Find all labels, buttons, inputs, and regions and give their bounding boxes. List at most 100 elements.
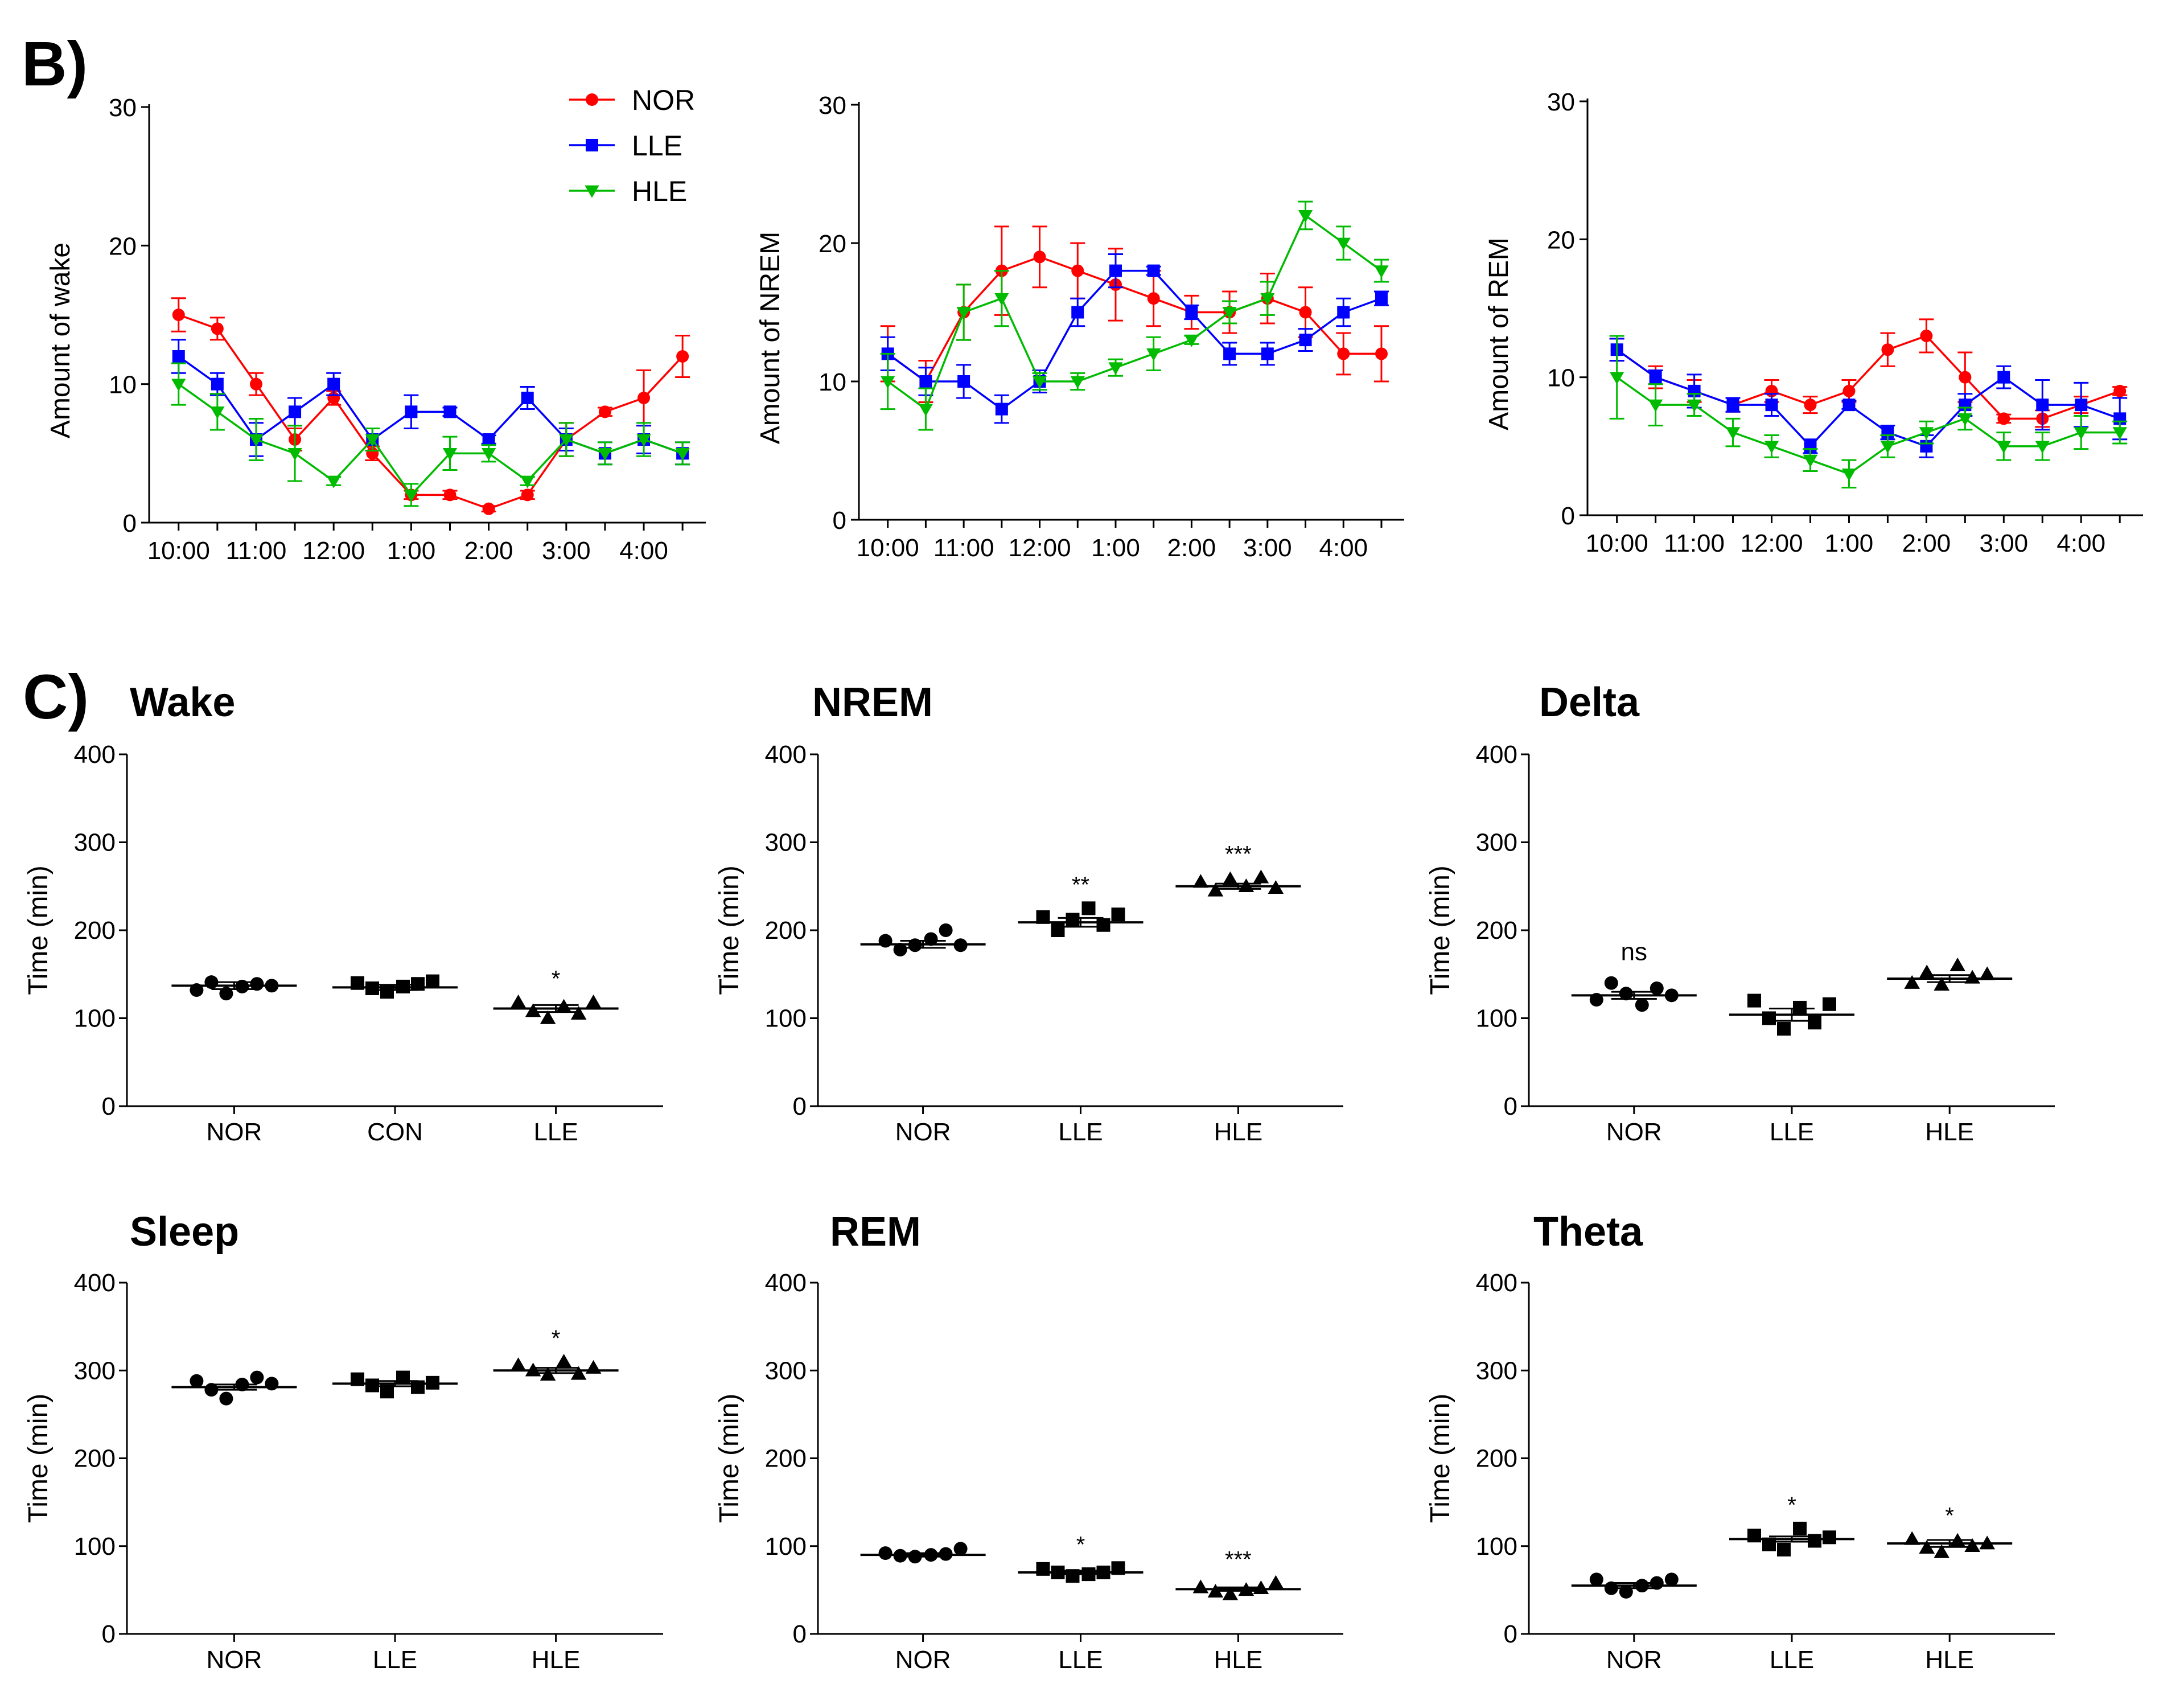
data-point (1147, 264, 1160, 277)
y-tick-label: 200 (765, 917, 807, 944)
x-tick-label: 12:00 (1740, 529, 1803, 557)
data-point (1111, 907, 1125, 922)
data-point (521, 488, 534, 502)
legend-label: NOR (632, 84, 695, 116)
data-point (411, 977, 425, 991)
data-point (1904, 975, 1920, 989)
data-point (1959, 371, 1972, 384)
data-point (1823, 1530, 1836, 1545)
y-axis-title: Time (min) (1425, 1394, 1455, 1523)
data-point (1762, 1011, 1776, 1025)
data-point (1192, 874, 1209, 888)
y-tick-label: 30 (109, 94, 137, 122)
data-point (1964, 1538, 1980, 1552)
group-lle: LLE (332, 1370, 458, 1674)
y-tick-label: 20 (1547, 226, 1575, 254)
series-line (887, 269, 1382, 410)
y-tick-label: 400 (765, 1269, 807, 1297)
group-hle: HLE *** (1175, 1547, 1301, 1674)
y-tick-label: 300 (765, 829, 807, 857)
data-point (443, 405, 456, 418)
data-point (585, 994, 602, 1008)
x-tick-label: LLE (1058, 1646, 1103, 1674)
y-tick-label: 300 (74, 1357, 116, 1385)
data-point (676, 350, 689, 363)
y-tick-label: 0 (793, 1093, 807, 1120)
x-tick-label: NOR (895, 1118, 951, 1146)
x-tick-label: HLE (1214, 1646, 1263, 1674)
y-tick-label: 400 (1476, 1269, 1517, 1297)
data-point (287, 447, 302, 461)
x-tick-label: 12:00 (302, 537, 365, 565)
x-tick-label: 2:00 (1167, 534, 1216, 562)
data-point (1184, 334, 1199, 347)
data-point (995, 403, 1008, 416)
series-line (178, 383, 683, 497)
series-line (887, 256, 1381, 383)
x-tick-label: 4:00 (619, 537, 668, 565)
group-con: CON (332, 974, 458, 1146)
data-point (1610, 372, 1624, 385)
data-point (411, 1380, 425, 1394)
data-point (1033, 250, 1046, 264)
data-point (1299, 334, 1312, 347)
data-point (1036, 1562, 1050, 1576)
data-point (1793, 1521, 1807, 1535)
data-point (404, 489, 419, 502)
significance-label: ns (1621, 938, 1647, 966)
data-point (1957, 413, 1973, 426)
data-point (1881, 343, 1894, 356)
data-point (2112, 427, 2127, 440)
series-hle (880, 200, 1389, 431)
y-tick-label: 100 (1476, 1533, 1517, 1560)
data-point (1096, 918, 1110, 932)
x-tick-label: NOR (895, 1646, 951, 1674)
x-tick-label: 2:00 (464, 537, 513, 565)
data-point (1841, 468, 1857, 481)
data-point (1375, 292, 1388, 305)
y-tick-label: 100 (765, 1533, 807, 1560)
y-tick-label: 20 (109, 232, 137, 260)
chart-title: Sleep (130, 1209, 239, 1255)
data-point (219, 1391, 233, 1406)
y-tick-label: 0 (102, 1093, 116, 1120)
y-tick-label: 0 (1504, 1093, 1517, 1120)
data-point (2113, 384, 2127, 397)
x-tick-label: 3:00 (542, 537, 591, 565)
data-point (1920, 329, 1933, 342)
panel-c-label: C) (23, 662, 89, 732)
data-point (1337, 306, 1350, 319)
group-lle: LLE (1729, 993, 1854, 1146)
x-tick-label: LLE (1770, 1646, 1814, 1674)
chart-title: Delta (1539, 680, 1640, 725)
data-point (1842, 399, 1856, 412)
y-axis-title: Time (min) (714, 1394, 745, 1523)
x-tick-label: 11:00 (933, 534, 994, 562)
data-point (1071, 306, 1084, 319)
x-tick-label: 1:00 (387, 537, 436, 565)
group-nor: NOR (171, 1370, 297, 1674)
significance-label: * (1945, 1503, 1954, 1528)
data-point (211, 322, 224, 335)
data-point (956, 307, 971, 320)
data-point (1687, 399, 1702, 412)
y-axis-title: Time (min) (714, 865, 745, 995)
data-point (249, 377, 262, 391)
significance-label: * (552, 1326, 561, 1351)
data-point (396, 1370, 410, 1385)
y-tick-label: 10 (819, 368, 846, 396)
x-tick-label: NOR (1606, 1646, 1662, 1674)
x-tick-label: 10:00 (147, 537, 210, 565)
data-point (878, 934, 892, 948)
y-tick-label: 0 (1504, 1620, 1517, 1648)
data-point (1109, 264, 1122, 277)
y-tick-label: 0 (123, 510, 137, 537)
data-point (1949, 958, 1965, 971)
y-tick-label: 400 (74, 741, 116, 769)
data-point (2074, 427, 2088, 440)
data-point (442, 447, 458, 461)
data-point (1997, 371, 2010, 384)
data-point (1904, 1531, 1920, 1545)
data-point (1032, 376, 1047, 389)
